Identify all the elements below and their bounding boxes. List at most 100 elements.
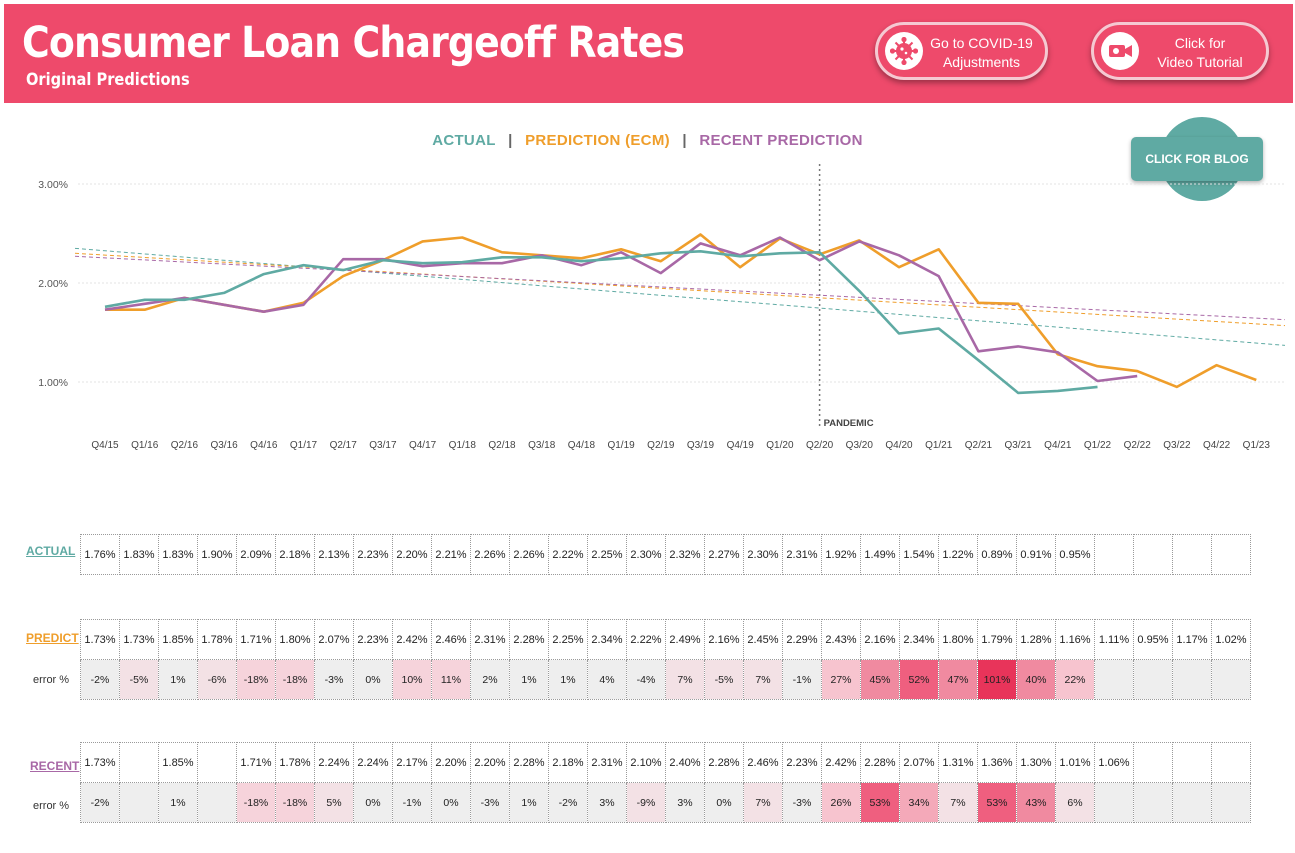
recent-error-cell: 1%: [158, 782, 198, 823]
actual-cell: 1.83%: [158, 534, 198, 575]
predict-cell: 2.34%: [587, 619, 627, 660]
predict-error-cell: -1%: [782, 659, 822, 700]
recent-errors-row: -2% 1% -18% -18% 5% 0% -1% 0% -3% 1% -2% 3% -9% 3% 0% 7…: [80, 782, 1251, 823]
actual-cell: 2.25%: [587, 534, 627, 575]
recent-error-cell: [197, 782, 237, 823]
recent-error-cell: 26%: [821, 782, 861, 823]
actual-cell: 1.90%: [197, 534, 237, 575]
recent-cell: 2.20%: [470, 742, 510, 783]
predict-error-cell: -5%: [119, 659, 159, 700]
recent-cell: 1.73%: [80, 742, 120, 783]
actual-table: 1.76% 1.83% 1.83% 1.90% 2.09% 2.18% 2.13% 2.23%…: [80, 534, 1251, 575]
predict-error-cell: 101%: [977, 659, 1017, 700]
recent-error-cell: 0%: [704, 782, 744, 823]
recent-cell: 2.17%: [392, 742, 432, 783]
predict-values-row: 1.73% 1.73% 1.85% 1.78% 1.71% 1.80% 2.07% 2.23%…: [80, 619, 1251, 660]
predict-cell: 2.42%: [392, 619, 432, 660]
actual-cell: 2.13%: [314, 534, 354, 575]
predict-table: 1.73% 1.73% 1.85% 1.78% 1.71% 1.80% 2.07% 2.23%…: [80, 619, 1251, 700]
predict-error-cell: -18%: [236, 659, 276, 700]
x-tick-label: Q2/18: [488, 440, 516, 451]
predict-error-cell: -5%: [704, 659, 744, 700]
predict-cell: 1.16%: [1055, 619, 1095, 660]
recent-cell: [1133, 742, 1173, 783]
x-tick-label: Q4/17: [409, 440, 437, 451]
recent-error-cell: 53%: [860, 782, 900, 823]
recent-cell: 1.36%: [977, 742, 1017, 783]
legend-actual: ACTUAL: [432, 132, 496, 149]
recent-cell: 2.28%: [704, 742, 744, 783]
covid-adjustments-button[interactable]: Go to COVID-19 Adjustments: [875, 22, 1048, 80]
predict-error-cell: -4%: [626, 659, 666, 700]
actual-cell: 0.91%: [1016, 534, 1056, 575]
actual-cell: 2.32%: [665, 534, 705, 575]
recent-error-cell: 5%: [314, 782, 354, 823]
legend-separator: |: [682, 132, 687, 149]
recent-cell: 2.24%: [314, 742, 354, 783]
predict-error-cell: 1%: [548, 659, 588, 700]
recent-cell: 2.20%: [431, 742, 471, 783]
predict-cell: 1.02%: [1211, 619, 1251, 660]
video-button-line2: Video Tutorial: [1157, 54, 1243, 70]
recent-error-cell: 43%: [1016, 782, 1056, 823]
actual-cell: [1211, 534, 1251, 575]
x-tick-label: Q2/20: [806, 440, 834, 451]
predict-cell: 2.07%: [314, 619, 354, 660]
x-tick-label: Q2/22: [1124, 440, 1152, 451]
x-tick-label: Q4/18: [568, 440, 596, 451]
predict-cell: 1.11%: [1094, 619, 1134, 660]
recent-error-cell: 0%: [431, 782, 471, 823]
predict-error-cell: 22%: [1055, 659, 1095, 700]
recent-cell: 1.78%: [275, 742, 315, 783]
predict-error-cell: [1211, 659, 1251, 700]
recent-cell: 1.71%: [236, 742, 276, 783]
predict-error-cell: -2%: [80, 659, 120, 700]
x-tick-label: Q2/19: [647, 440, 675, 451]
trendline-prediction-ecm-: [74, 252, 1286, 327]
recent-cell: 2.31%: [587, 742, 627, 783]
recent-error-cell: 34%: [899, 782, 939, 823]
predict-errors-row: -2% -5% 1% -6% -18% -18% -3% 0% 10% 11% 2% 1% 1% 4% -4…: [80, 659, 1251, 700]
predict-cell: 1.79%: [977, 619, 1017, 660]
y-tick-label: 2.00%: [38, 278, 68, 290]
blog-button[interactable]: CLICK FOR BLOG: [1131, 137, 1263, 181]
recent-cell: 2.23%: [782, 742, 822, 783]
recent-cell: 2.28%: [860, 742, 900, 783]
x-tick-label: Q3/19: [687, 440, 715, 451]
recent-cell: 1.06%: [1094, 742, 1134, 783]
recent-error-cell: 3%: [665, 782, 705, 823]
predict-cell: 1.78%: [197, 619, 237, 660]
actual-cell: [1133, 534, 1173, 575]
y-tick-label: 1.00%: [38, 377, 68, 389]
recent-cell: 1.30%: [1016, 742, 1056, 783]
predict-cell: 2.46%: [431, 619, 471, 660]
recent-error-cell: -9%: [626, 782, 666, 823]
actual-cell: 0.95%: [1055, 534, 1095, 575]
recent-error-label: error %: [33, 800, 70, 812]
predict-error-cell: 11%: [431, 659, 471, 700]
predict-row-label: PREDICT: [26, 631, 79, 645]
predict-error-cell: 7%: [665, 659, 705, 700]
actual-cell: 2.23%: [353, 534, 393, 575]
x-tick-label: Q3/20: [846, 440, 874, 451]
x-tick-label: Q4/15: [91, 440, 119, 451]
recent-cell: 1.31%: [938, 742, 978, 783]
recent-cell: [197, 742, 237, 783]
x-tick-label: Q4/16: [250, 440, 278, 451]
actual-cell: 2.18%: [275, 534, 315, 575]
actual-cell: 2.26%: [509, 534, 549, 575]
predict-cell: 2.16%: [704, 619, 744, 660]
actual-cell: 1.92%: [821, 534, 861, 575]
legend-separator: |: [508, 132, 513, 149]
actual-cell: 2.31%: [782, 534, 822, 575]
recent-cell: 2.07%: [899, 742, 939, 783]
trendline-actual: [74, 247, 1286, 346]
x-tick-label: Q3/18: [528, 440, 556, 451]
x-tick-label: Q4/19: [727, 440, 755, 451]
predict-error-cell: 10%: [392, 659, 432, 700]
actual-cell: [1094, 534, 1134, 575]
series-line-recent-prediction: [104, 236, 1138, 383]
recent-error-cell: -3%: [782, 782, 822, 823]
video-tutorial-button[interactable]: Click for Video Tutorial: [1091, 22, 1269, 80]
recent-error-cell: -18%: [275, 782, 315, 823]
